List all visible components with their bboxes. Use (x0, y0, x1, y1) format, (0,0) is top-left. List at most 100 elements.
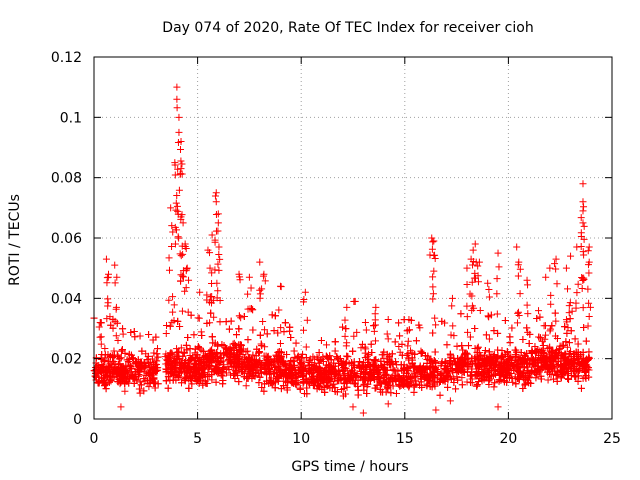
data-point (535, 333, 543, 341)
data-point (103, 368, 111, 376)
data-point (331, 338, 339, 346)
data-point (260, 363, 268, 371)
data-point (294, 352, 302, 360)
data-point (314, 355, 322, 363)
data-point (458, 381, 466, 389)
data-point (131, 333, 139, 341)
data-point (515, 375, 523, 383)
data-point (494, 329, 502, 337)
data-point (260, 387, 268, 395)
data-point (333, 353, 341, 361)
data-point (229, 356, 237, 364)
data-point (391, 338, 399, 346)
data-point (464, 354, 472, 362)
data-point (190, 331, 198, 339)
data-point (299, 350, 307, 358)
data-point (186, 368, 194, 376)
data-point (334, 366, 342, 374)
data-point (585, 353, 593, 361)
data-point (300, 358, 308, 366)
data-point (405, 381, 413, 389)
data-point (519, 335, 527, 343)
data-point (249, 364, 257, 372)
data-point (468, 365, 476, 373)
chart-title: Day 074 of 2020, Rate Of TEC Index for r… (162, 20, 533, 36)
data-point (121, 349, 129, 357)
data-point (574, 377, 582, 385)
data-point (371, 357, 379, 365)
data-point (119, 325, 127, 333)
data-point (532, 374, 540, 382)
data-point (514, 374, 522, 382)
data-point (235, 378, 243, 386)
data-point (166, 357, 174, 365)
data-point (392, 371, 400, 379)
data-point (571, 372, 579, 380)
data-point (473, 368, 481, 376)
data-point (528, 348, 536, 356)
data-point (149, 336, 157, 344)
data-point (209, 339, 217, 347)
data-point (281, 361, 289, 369)
data-point (458, 342, 466, 350)
data-point (270, 327, 278, 335)
data-point (458, 374, 466, 382)
data-point (134, 356, 142, 364)
data-point (166, 376, 174, 384)
data-point (232, 367, 240, 375)
data-point (466, 379, 474, 387)
data-point (304, 361, 312, 369)
data-point (195, 379, 203, 387)
data-point (562, 338, 570, 346)
data-point (453, 342, 461, 350)
data-point (121, 387, 129, 395)
data-point (474, 343, 482, 351)
data-point (340, 365, 348, 373)
data-point (564, 375, 572, 383)
data-point (547, 371, 555, 379)
data-point (403, 363, 411, 371)
data-point (349, 347, 357, 355)
data-point (554, 349, 562, 357)
data-point (521, 381, 529, 389)
data-point (473, 344, 481, 352)
data-point (246, 368, 254, 376)
data-point (101, 345, 109, 353)
data-point (230, 371, 238, 379)
data-point (244, 347, 252, 355)
data-point (463, 378, 471, 386)
data-point (243, 362, 251, 370)
data-point (182, 341, 190, 349)
data-point (268, 311, 276, 319)
data-point (321, 366, 329, 374)
data-point (535, 307, 543, 315)
data-point (133, 376, 141, 384)
data-point (329, 380, 337, 388)
data-point (490, 383, 498, 391)
data-point (410, 388, 418, 396)
data-point (130, 327, 138, 335)
data-point (256, 331, 264, 339)
data-point (231, 341, 239, 349)
data-point (145, 383, 153, 391)
data-point (145, 331, 153, 339)
data-point (217, 371, 225, 379)
data-point (200, 364, 208, 372)
data-point (581, 367, 588, 375)
data-point (127, 328, 135, 336)
data-point (357, 344, 365, 352)
data-point (343, 352, 351, 360)
data-point (561, 323, 569, 331)
data-point (252, 352, 260, 360)
data-point (261, 368, 269, 376)
data-point (184, 333, 192, 341)
data-point (174, 352, 182, 360)
data-point (495, 376, 503, 384)
data-point (303, 384, 311, 392)
data-point (473, 382, 481, 390)
data-point (512, 353, 520, 361)
data-point (126, 365, 134, 373)
data-point (582, 371, 590, 379)
data-point (117, 347, 125, 355)
data-point (416, 381, 424, 389)
